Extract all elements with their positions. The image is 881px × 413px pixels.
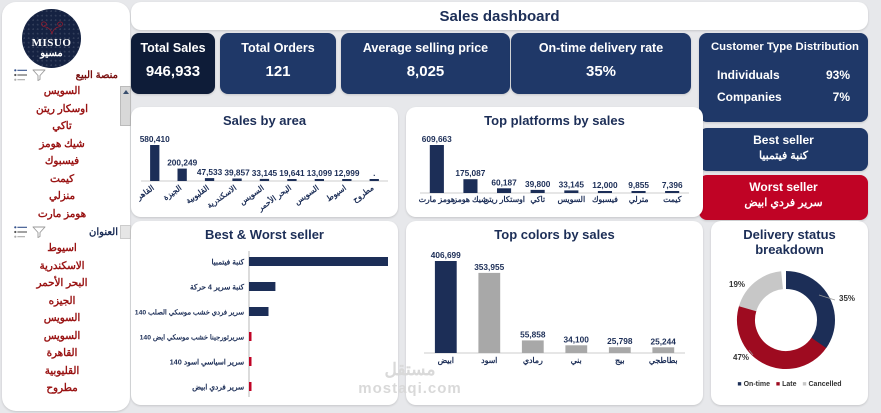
svg-text:33,145: 33,145 [559,179,585,189]
svg-text:25,244: 25,244 [651,336,677,346]
svg-text:580,410: 580,410 [140,134,170,144]
svg-text:السويس: السويس [293,183,321,207]
svg-text:19%: 19% [729,280,745,289]
svg-text:كنبة سرير 4 حركة: كنبة سرير 4 حركة [190,283,245,292]
svg-text:353,955: 353,955 [474,262,504,272]
svg-text:35%: 35% [839,294,855,303]
svg-text:اوستكار ريتن: اوستكار ريتن [483,195,525,205]
svg-text:السويس: السويس [557,195,585,205]
svg-text:39,857: 39,857 [224,168,250,178]
svg-text:55,858: 55,858 [520,329,546,339]
svg-text:7,396: 7,396 [662,180,683,190]
svg-text:175,087: 175,087 [455,168,485,178]
svg-text:سرير فردي خشب موسكي الصلب 140: سرير فردي خشب موسكي الصلب 140 [135,309,244,318]
svg-text:12,999: 12,999 [334,168,360,178]
svg-text:بطاطجي: بطاطجي [649,356,678,366]
svg-text:اسود: اسود [481,356,497,366]
svg-text:كنبة فيتمبيا: كنبة فيتمبيا [211,258,244,267]
svg-text:فيسبوك: فيسبوك [592,195,618,205]
svg-text:406,699: 406,699 [431,250,461,260]
svg-text:13,099: 13,099 [307,168,333,178]
svg-text:هومز مارت: هومز مارت [419,195,455,205]
svg-text:34,100: 34,100 [564,334,590,344]
svg-text:25,798: 25,798 [607,336,633,346]
svg-text:مطروح: مطروح [351,183,376,205]
svg-text:سريرثورجينا خشب موسكي ايض 140: سريرثورجينا خشب موسكي ايض 140 [140,334,245,343]
svg-text:12,000: 12,000 [592,180,618,190]
svg-text:مترلي: مترلي [629,195,649,205]
svg-text:.: . [373,168,375,178]
svg-text:19,641: 19,641 [279,168,305,178]
svg-text:609,663: 609,663 [422,134,452,144]
svg-text:رمادي: رمادي [523,356,543,366]
svg-text:39,800: 39,800 [525,179,551,189]
svg-text:33,145: 33,145 [252,168,278,178]
svg-text:ابيض: ابيض [438,356,454,366]
svg-text:اسيوط: اسيوط [325,183,349,204]
svg-text:الجيزة: الجيزة [162,183,184,203]
svg-text:القاهرة: القاهرة [139,183,156,205]
svg-text:الاسكندرية: الاسكندرية [205,183,239,211]
svg-text:بيج: بيج [615,356,625,366]
svg-text:بني: بني [571,356,582,366]
svg-text:9,855: 9,855 [628,180,649,190]
svg-text:سرير اسياسي اسود 140: سرير اسياسي اسود 140 [170,358,244,368]
svg-text:تاكي: تاكي [530,195,546,205]
svg-text:كيمت: كيمت [663,195,682,204]
svg-text:200,249: 200,249 [167,158,197,168]
svg-text:47%: 47% [733,353,749,362]
svg-text:سرير فردي ابيض: سرير فردي ابيض [192,383,244,393]
svg-text:47,533: 47,533 [197,167,223,177]
svg-text:60,187: 60,187 [491,177,517,187]
